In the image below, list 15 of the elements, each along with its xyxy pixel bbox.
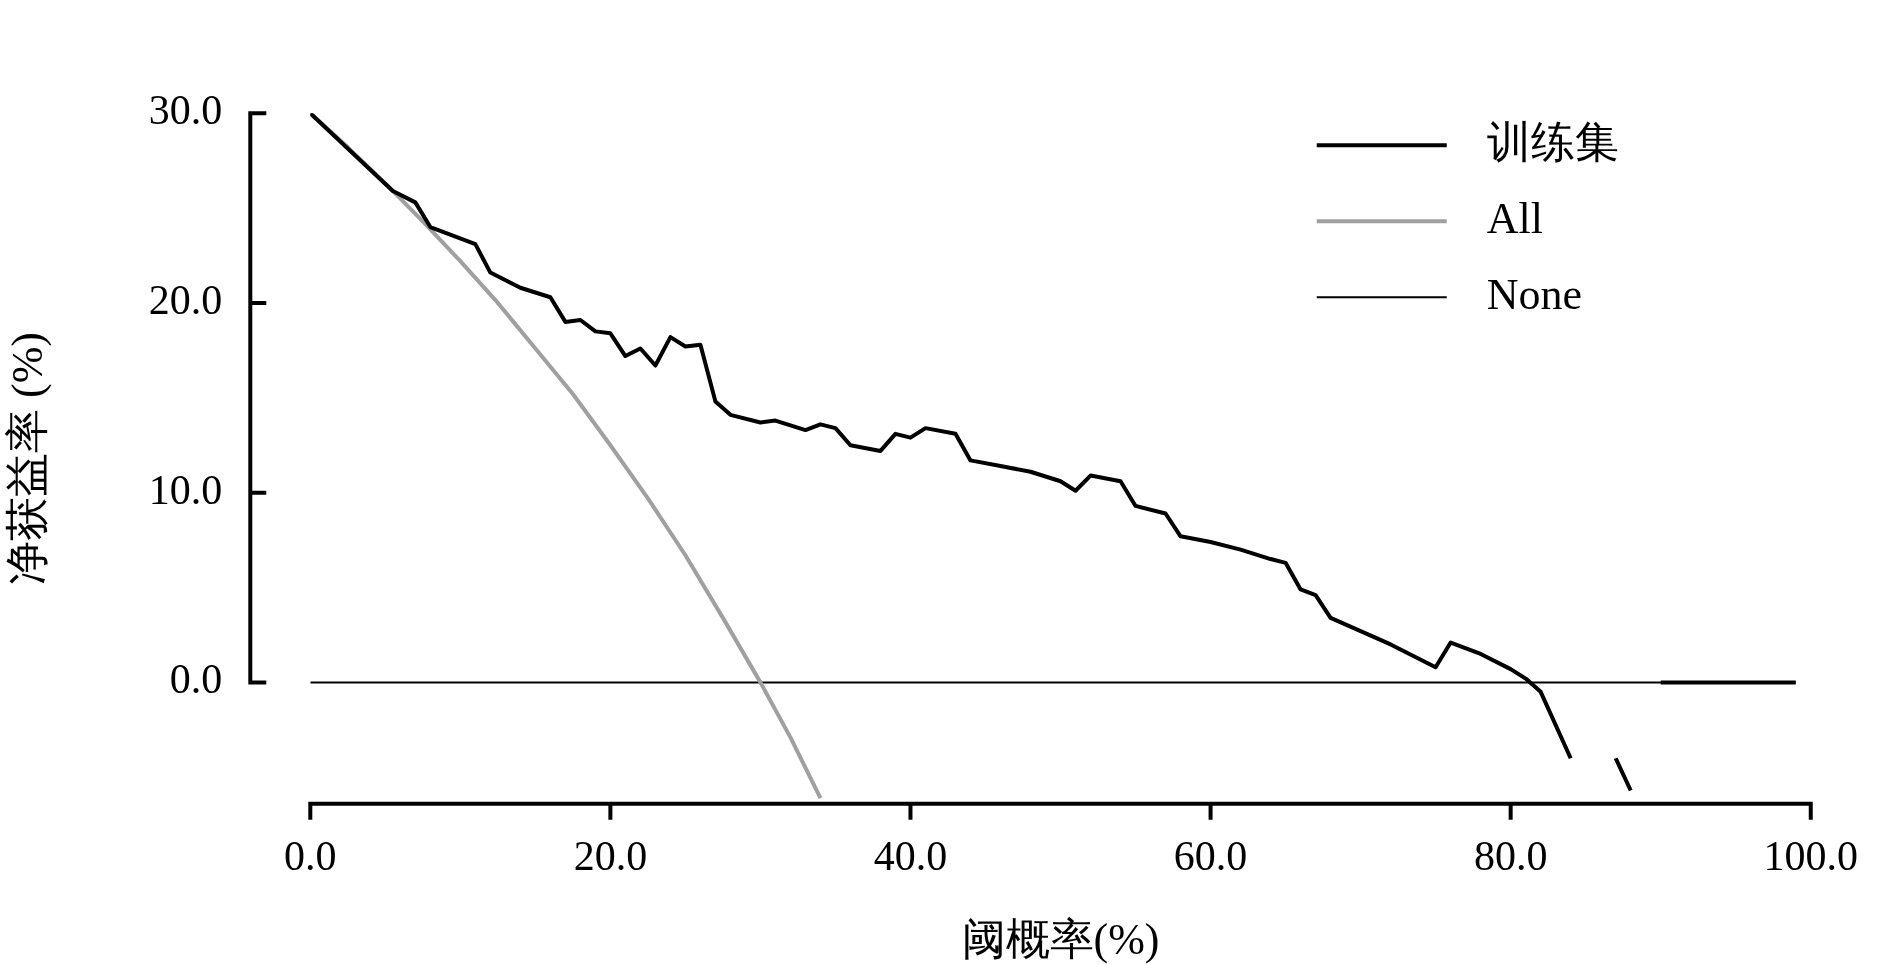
y-tick-label: 10.0 — [148, 466, 223, 513]
legend-label: All — [1486, 193, 1543, 243]
x-tick-label: 100.0 — [1763, 833, 1858, 880]
x-tick-label: 60.0 — [1173, 833, 1248, 880]
y-tick-label: 20.0 — [148, 276, 223, 323]
legend-label: 训练集 — [1486, 117, 1619, 167]
x-tick-label: 40.0 — [873, 833, 948, 880]
y-tick-label: 0.0 — [169, 656, 223, 703]
y-tick-label: 30.0 — [148, 87, 223, 134]
x-axis-title: 阈概率(%) — [961, 915, 1160, 965]
x-tick-label: 20.0 — [573, 833, 648, 880]
legend-label: None — [1486, 269, 1583, 319]
x-tick-label: 0.0 — [284, 833, 337, 880]
x-tick-label: 80.0 — [1473, 833, 1548, 880]
y-axis-title: 净获益率 (%) — [2, 332, 52, 585]
